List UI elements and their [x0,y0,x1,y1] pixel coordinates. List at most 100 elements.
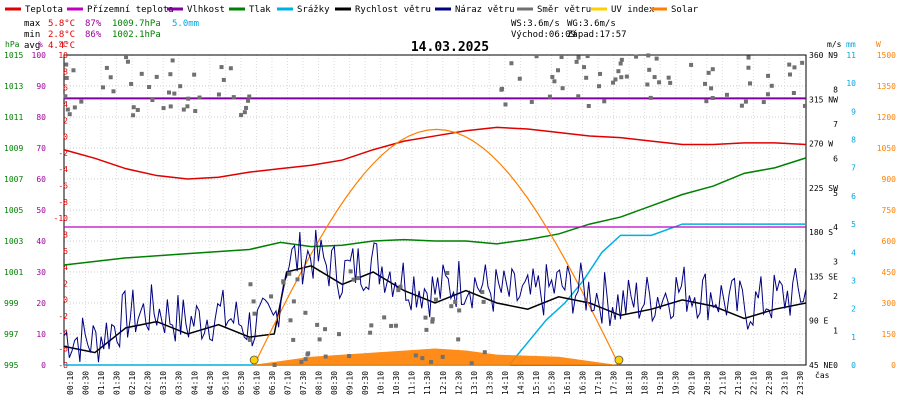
stats-temp-avg: 4.4°C [48,41,75,51]
solar-tick: 1050 [877,144,896,153]
wind-dir-point [709,86,714,91]
wind-tick: 6 [833,154,838,163]
wind-dir-point [480,290,485,295]
wind-dir-point [792,65,797,70]
wind-dir-point [552,79,557,84]
wind-dir-point [703,81,708,86]
wind-dir-point [389,323,394,328]
humidity-tick: 0 [41,361,46,370]
wind-dir-point [305,352,310,357]
temperature-tick: -8 [58,361,68,370]
humidity-tick: 30 [36,268,46,277]
x-tick-label: 14:30 [516,371,525,395]
wind_dir-tick: 315 NW [809,95,838,104]
solar-theoretical-arc [253,128,620,366]
humidity-tick: 20 [36,299,46,308]
wind-dir-point [315,322,320,327]
x-tick-label: 19:30 [672,371,681,395]
wind-tick: 3 [833,258,838,267]
x-tick-label: 02:10 [128,371,137,395]
wind-dir-point [281,279,286,284]
wind-dir-point [602,99,607,104]
wind-dir-point [746,65,751,70]
wind-dir-point [618,61,623,66]
humidity-tick: 60 [36,175,46,184]
rain-tick: 5 [851,220,856,229]
unit-celsius: °C [58,40,68,49]
temperature-tick: -6 [58,182,68,191]
x-tick-label: 05:30 [237,371,246,395]
rain-tick: 10 [846,79,856,88]
unit-percent: % [38,40,43,49]
x-tick-label: 22:10 [749,371,758,395]
wind-dir-point [135,107,140,112]
x-tick-label: 14:10 [501,371,510,395]
sunset-stat: Západ:17:57 [567,30,627,40]
wind-dir-point [652,75,657,80]
wind-dir-point [252,311,257,316]
wind-dir-point [170,58,175,63]
wind-dir-point [242,110,247,115]
humidity-tick: 80 [36,113,46,122]
x-tick-label: 09:10 [346,371,355,395]
series-gust-line [63,229,807,363]
wind-dir-point [228,66,233,71]
wind-dir-point [193,109,198,114]
x-tick-label: 08:10 [315,371,324,395]
x-tick-label: 23:30 [796,371,805,395]
stats-press-min: 1002.1hPa [112,30,161,40]
wind-dir-point [769,83,774,88]
wind-tick: 1 [833,327,838,336]
wind-tick: 0 [833,361,838,370]
legend-label: Vlhkost [187,5,225,15]
wind-dir-point [323,327,328,332]
wind-dir-point [560,86,565,91]
chart-date: 14.03.2025 [411,40,489,55]
wind-dir-point [550,74,555,79]
wind-dir-point [356,276,361,281]
wind-dir-point [172,91,177,96]
x-tick-label: 04:10 [190,371,199,395]
wind-dir-point [710,96,715,101]
plot-area [63,53,807,367]
wind-dir-point [706,70,711,75]
wind-dir-point [517,76,522,81]
wind-dir-point [585,54,590,59]
wind-dir-point [181,107,186,112]
wind-dir-point [299,360,304,365]
wind-dir-point [420,356,425,361]
wind-dir-point [251,299,256,304]
wind-dir-point [433,297,438,302]
wind-dir-point [469,361,474,366]
wind-dir-point [689,62,694,67]
grid [64,54,806,366]
wind-dir-point [739,103,744,108]
stats-hum-min: 86% [85,30,102,40]
unit-ms: m/s [827,40,842,49]
wind-dir-point [456,337,461,342]
pressure-tick: 1009 [4,144,23,153]
rain-tick: 9 [851,107,856,116]
wind-tick: 2 [833,292,838,301]
wind-dir-point [303,357,308,362]
wind-dir-point [168,72,173,77]
humidity-tick: 50 [36,206,46,215]
wind-dir-point [131,113,136,118]
rain-tick: 1 [851,333,856,342]
wind-dir-point [239,113,244,118]
temperature-tick: 6 [63,84,68,93]
series-line [63,157,807,266]
wind-dir-point [482,350,487,355]
x-tick-label: 12:10 [439,371,448,395]
wind-dir-point [287,271,292,276]
wind-dir-point [244,105,249,110]
wind-dir-point [616,69,621,74]
wind-dir-point [613,77,618,82]
wind-dir-point [800,60,805,65]
x-tick-label: 05:10 [221,371,230,395]
wind-dir-point [291,337,296,342]
axis-unit-headers: hPa % °C m/s mm W čas [5,40,881,380]
legend-label: Přízemní teplota [87,5,174,15]
x-tick-label: 06:10 [252,371,261,395]
solar-tick: 900 [882,175,897,184]
